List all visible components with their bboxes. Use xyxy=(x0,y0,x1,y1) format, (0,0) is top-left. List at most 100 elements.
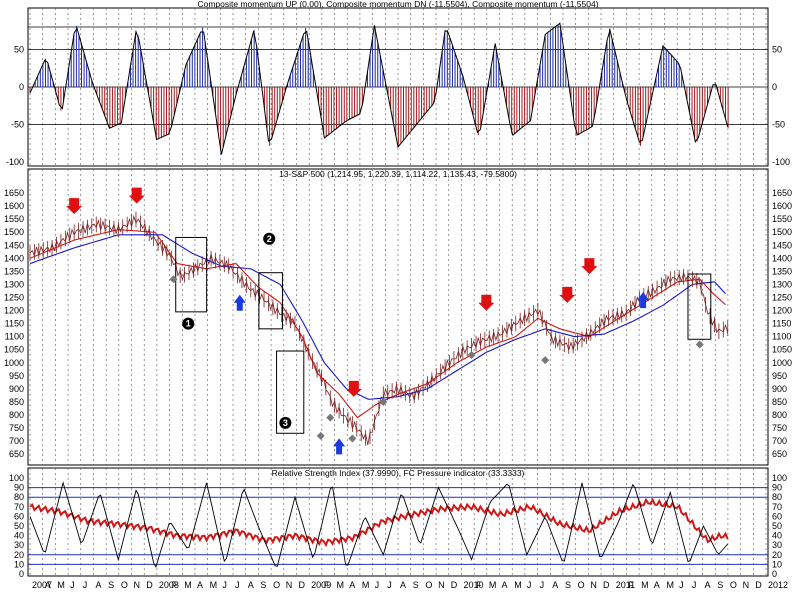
x-tick-label: N xyxy=(134,580,141,590)
x-tick-label: A xyxy=(95,580,101,590)
x-tick-label: O xyxy=(121,580,128,590)
price-y-tick-label-right: 1050 xyxy=(772,345,792,355)
x-tick-label: A xyxy=(502,580,508,590)
highlight-box xyxy=(175,236,208,313)
price-y-tick-label-right: 1200 xyxy=(772,306,792,316)
x-tick-label: M xyxy=(666,580,674,590)
x-tick-label: J xyxy=(222,580,227,590)
price-y-tick-label-left: 1450 xyxy=(4,240,24,250)
x-tick-label: D xyxy=(298,580,305,590)
price-diamond-marker xyxy=(348,434,357,443)
price-y-tick-label-right: 850 xyxy=(772,397,787,407)
rsi-y-tick-label-left: 70 xyxy=(14,502,24,512)
buy-signal-arrow xyxy=(233,294,246,311)
price-series-line xyxy=(29,234,726,400)
x-tick-label: S xyxy=(413,580,419,590)
rsi-y-tick-label-left: 90 xyxy=(14,483,24,493)
price-y-tick-label-left: 850 xyxy=(9,397,24,407)
price-y-tick-label-right: 1150 xyxy=(772,319,791,329)
annotation-marker-label: 2 xyxy=(267,234,272,244)
price-y-tick-label-left: 1400 xyxy=(4,253,24,263)
momentum-y-tick-label-left: -100 xyxy=(6,157,24,167)
rsi-y-tick-label-right: 80 xyxy=(772,492,782,502)
x-tick-label: N xyxy=(743,580,750,590)
price-y-tick-label-left: 1200 xyxy=(4,306,24,316)
price-y-tick-label-left: 1500 xyxy=(4,227,24,237)
rsi-y-tick-label-left: 10 xyxy=(14,559,24,569)
x-tick-label: J xyxy=(375,580,380,590)
price-y-tick-label-right: 1650 xyxy=(772,188,792,198)
rsi-y-tick-label-left: 60 xyxy=(14,511,24,521)
momentum-y-tick-label-right: 0 xyxy=(772,82,777,92)
annotation-marker-label: 3 xyxy=(283,418,288,428)
rsi-y-tick-label-right: 0 xyxy=(772,569,777,579)
sell-signal-arrow xyxy=(559,286,576,303)
x-tick-label: F xyxy=(172,580,178,590)
price-y-tick-label-left: 1650 xyxy=(4,188,24,198)
rsi-y-tick-label-left: 40 xyxy=(14,531,24,541)
rsi-y-tick-label-left: 100 xyxy=(9,473,24,483)
buy-signal-arrow xyxy=(333,438,346,455)
momentum-title: Composite momentum UP (0.00), Composite … xyxy=(197,0,598,9)
price-y-tick-label-left: 1050 xyxy=(4,345,24,355)
price-y-tick-label-right: 1600 xyxy=(772,201,792,211)
sell-signal-arrow xyxy=(345,380,362,397)
x-tick-label: A xyxy=(552,580,558,590)
x-tick-label: M xyxy=(641,580,649,590)
price-diamond-marker xyxy=(541,356,550,365)
price-y-tick-label-right: 800 xyxy=(772,410,787,420)
x-tick-label: J xyxy=(692,580,697,590)
rsi-series-line xyxy=(29,497,729,548)
price-y-tick-label-left: 750 xyxy=(9,423,24,433)
x-tick-label: A xyxy=(349,580,355,590)
highlight-box xyxy=(276,350,305,434)
x-tick-label: F xyxy=(628,580,634,590)
price-y-tick-label-right: 1000 xyxy=(772,358,792,368)
x-tick-label: J xyxy=(235,580,240,590)
vertical-grid xyxy=(29,8,767,576)
x-tick-label: F xyxy=(324,580,330,590)
rsi-y-tick-label-right: 10 xyxy=(772,559,782,569)
x-tick-label: J xyxy=(540,580,545,590)
x-tick-label: M xyxy=(489,580,497,590)
price-y-tick-label-left: 1600 xyxy=(4,201,24,211)
x-tick-label: J xyxy=(70,580,75,590)
sell-signal-arrow xyxy=(66,198,83,215)
price-y-tick-label-right: 700 xyxy=(772,436,787,446)
price-y-tick-label-right: 950 xyxy=(772,371,787,381)
x-tick-label: D xyxy=(146,580,153,590)
x-tick-label: J xyxy=(679,580,684,590)
rsi-y-tick-label-right: 90 xyxy=(772,483,782,493)
price-y-tick-label-left: 1000 xyxy=(4,358,24,368)
x-tick-label: N xyxy=(590,580,597,590)
rsi-y-tick-label-right: 60 xyxy=(772,511,782,521)
x-tick-label: M xyxy=(362,580,370,590)
highlight-box xyxy=(687,273,712,340)
momentum-y-tick-label-left: 0 xyxy=(19,82,24,92)
rsi-y-tick-label-right: 70 xyxy=(772,502,782,512)
sell-signal-arrow xyxy=(478,294,495,311)
price-y-tick-label-right: 1500 xyxy=(772,227,792,237)
price-y-tick-label-left: 1150 xyxy=(5,319,24,329)
annotation-marker xyxy=(263,232,276,245)
x-tick-label: S xyxy=(565,580,571,590)
x-tick-label: M xyxy=(514,580,522,590)
x-tick-label: O xyxy=(273,580,280,590)
x-tick-label: M xyxy=(210,580,218,590)
rsi-y-tick-label-left: 20 xyxy=(14,550,24,560)
price-y-tick-label-right: 750 xyxy=(772,423,787,433)
momentum-panel: 50 50 0 0 -50 -50 -100 -100 xyxy=(6,22,790,167)
buy-signal-arrow xyxy=(637,292,650,309)
price-diamond-marker xyxy=(467,350,476,359)
price-y-tick-label-right: 1350 xyxy=(772,266,792,276)
x-tick-label: O xyxy=(578,580,585,590)
rsi-y-tick-label-right: 40 xyxy=(772,531,782,541)
x-tick-label: M xyxy=(184,580,192,590)
x-tick-label: O xyxy=(730,580,737,590)
x-tick-label: 2010 xyxy=(463,580,483,590)
x-tick-label: 2012 xyxy=(768,580,788,590)
